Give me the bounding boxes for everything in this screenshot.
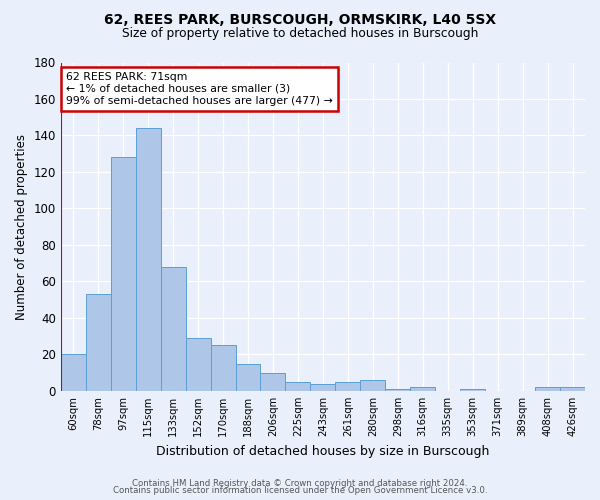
X-axis label: Distribution of detached houses by size in Burscough: Distribution of detached houses by size … <box>156 444 490 458</box>
Bar <box>535 388 560 391</box>
Bar <box>86 294 111 391</box>
Text: Contains HM Land Registry data © Crown copyright and database right 2024.: Contains HM Land Registry data © Crown c… <box>132 478 468 488</box>
Bar <box>385 389 410 391</box>
Bar <box>111 158 136 391</box>
Bar <box>310 384 335 391</box>
Bar <box>185 338 211 391</box>
Bar <box>560 388 585 391</box>
Text: 62, REES PARK, BURSCOUGH, ORMSKIRK, L40 5SX: 62, REES PARK, BURSCOUGH, ORMSKIRK, L40 … <box>104 12 496 26</box>
Text: 62 REES PARK: 71sqm
← 1% of detached houses are smaller (3)
99% of semi-detached: 62 REES PARK: 71sqm ← 1% of detached hou… <box>66 72 333 106</box>
Text: Contains public sector information licensed under the Open Government Licence v3: Contains public sector information licen… <box>113 486 487 495</box>
Bar <box>236 364 260 391</box>
Bar <box>161 267 185 391</box>
Text: Size of property relative to detached houses in Burscough: Size of property relative to detached ho… <box>122 28 478 40</box>
Y-axis label: Number of detached properties: Number of detached properties <box>15 134 28 320</box>
Bar <box>361 380 385 391</box>
Bar <box>460 389 485 391</box>
Bar <box>335 382 361 391</box>
Bar <box>286 382 310 391</box>
Bar <box>136 128 161 391</box>
Bar <box>410 388 435 391</box>
Bar <box>61 354 86 391</box>
Bar <box>211 346 236 391</box>
Bar <box>260 372 286 391</box>
